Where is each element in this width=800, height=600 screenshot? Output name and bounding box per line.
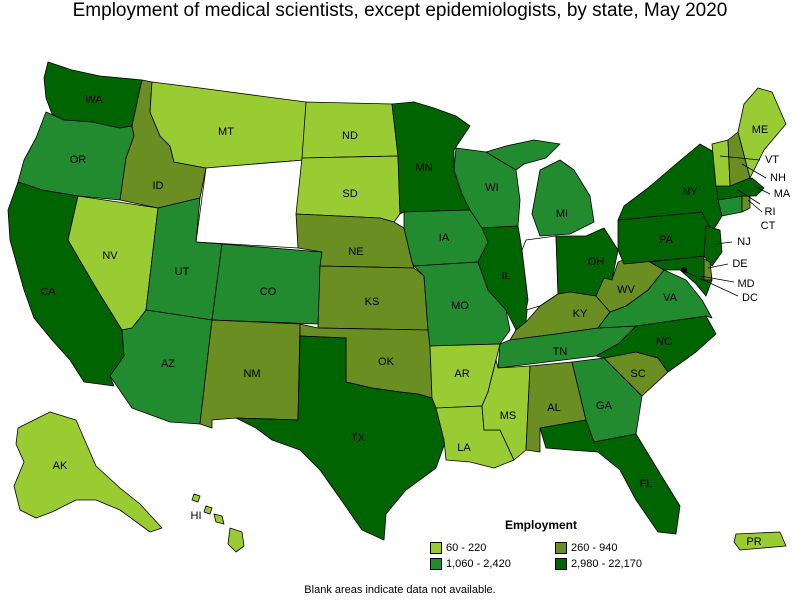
label-mi: MI (556, 208, 568, 220)
leader-line-ri (747, 199, 763, 213)
legend-item-2: 260 - 940 (555, 542, 617, 554)
leader-line-ma (753, 185, 771, 195)
leader-line-ct (737, 189, 761, 205)
map-title: Employment of medical scientists, except… (72, 0, 728, 21)
state-mi-upper[interactable] (485, 139, 561, 171)
label-hi: HI (191, 510, 202, 522)
legend-label-2: 260 - 940 (571, 542, 618, 554)
label-ny: NY (682, 186, 698, 198)
state-ne[interactable] (295, 213, 415, 269)
state-ak[interactable] (13, 411, 163, 533)
state-mi[interactable] (531, 159, 595, 237)
label-nj: NJ (737, 236, 750, 248)
state-nj[interactable] (703, 225, 723, 267)
label-nh: NH (770, 172, 786, 184)
label-ri: RI (765, 206, 776, 218)
label-nd: ND (342, 130, 358, 142)
label-vt: VT (765, 154, 779, 166)
label-ok: OK (378, 356, 395, 368)
state-ri[interactable] (741, 195, 751, 213)
legend-title: Employment (505, 518, 578, 532)
label-wi: WI (485, 182, 498, 194)
label-md: MD (737, 278, 754, 290)
label-ia: IA (439, 232, 450, 244)
label-la: LA (457, 442, 471, 454)
label-mo: MO (451, 300, 469, 312)
leader-line-nh (741, 163, 767, 179)
label-ca: CA (40, 286, 56, 298)
label-or: OR (70, 154, 87, 166)
state-me[interactable] (737, 87, 787, 179)
label-de: DE (732, 258, 747, 270)
legend-item-4: 2,980 - 22,170 (555, 558, 642, 570)
label-co: CO (260, 286, 277, 298)
leader-line-dc (685, 271, 739, 297)
label-wv: WV (617, 284, 635, 296)
state-md[interactable] (649, 255, 713, 297)
label-il: IL (501, 270, 510, 282)
state-nc[interactable] (595, 315, 717, 373)
label-fl: FL (640, 478, 653, 490)
label-ct: CT (761, 220, 776, 232)
label-tx: TX (351, 432, 366, 444)
label-tn: TN (553, 346, 568, 358)
state-hi[interactable] (227, 527, 245, 553)
label-ks: KS (365, 296, 380, 308)
label-az: AZ (161, 358, 175, 370)
legend-label-4: 2,980 - 22,170 (571, 558, 642, 570)
state-wy[interactable] (195, 159, 305, 249)
legend-swatch-4 (555, 558, 567, 570)
label-ne: NE (348, 246, 363, 258)
label-mn: MN (415, 162, 432, 174)
legend-label-3: 1,060 - 2,420 (446, 558, 511, 570)
dc-marker[interactable] (681, 267, 687, 273)
label-me: ME (752, 124, 769, 136)
label-sc: SC (630, 368, 645, 380)
leader-line-vt (719, 155, 761, 161)
label-ut: UT (175, 266, 190, 278)
legend: Employment 60 - 220 260 - 940 1,060 - 2,… (430, 518, 670, 578)
legend-item-1: 60 - 220 (430, 542, 486, 554)
label-ak: AK (53, 460, 68, 472)
label-dc: DC (742, 292, 758, 304)
legend-label-1: 60 - 220 (446, 542, 487, 554)
label-ma: MA (774, 188, 791, 200)
leader-line-de (707, 263, 729, 269)
state-fl[interactable] (539, 419, 681, 535)
label-al: AL (547, 402, 560, 414)
label-id: ID (153, 180, 164, 192)
label-nm: NM (243, 368, 260, 380)
state-pr[interactable] (733, 531, 787, 551)
label-ar: AR (454, 368, 469, 380)
label-mt: MT (218, 126, 234, 138)
state-co[interactable] (211, 243, 323, 325)
label-ga: GA (596, 400, 613, 412)
legend-swatch-1 (430, 542, 442, 554)
legend-swatch-3 (430, 558, 442, 570)
label-ms: MS (500, 410, 517, 422)
label-pr: PR (746, 536, 761, 548)
state-tx[interactable] (235, 335, 447, 541)
label-ky: KY (573, 308, 588, 320)
state-hi-islands[interactable] (191, 493, 225, 525)
label-oh: OH (588, 256, 605, 268)
leader-line-md (699, 275, 735, 283)
footnote: Blank areas indicate data not available. (304, 584, 496, 596)
label-nv: NV (102, 250, 118, 262)
legend-item-3: 1,060 - 2,420 (430, 558, 511, 570)
label-va: VA (663, 292, 678, 304)
leader-line-nj (715, 241, 733, 245)
label-sd: SD (342, 188, 357, 200)
label-pa: PA (659, 234, 674, 246)
legend-swatch-2 (555, 542, 567, 554)
label-wa: WA (85, 94, 103, 106)
label-nc: NC (656, 336, 672, 348)
